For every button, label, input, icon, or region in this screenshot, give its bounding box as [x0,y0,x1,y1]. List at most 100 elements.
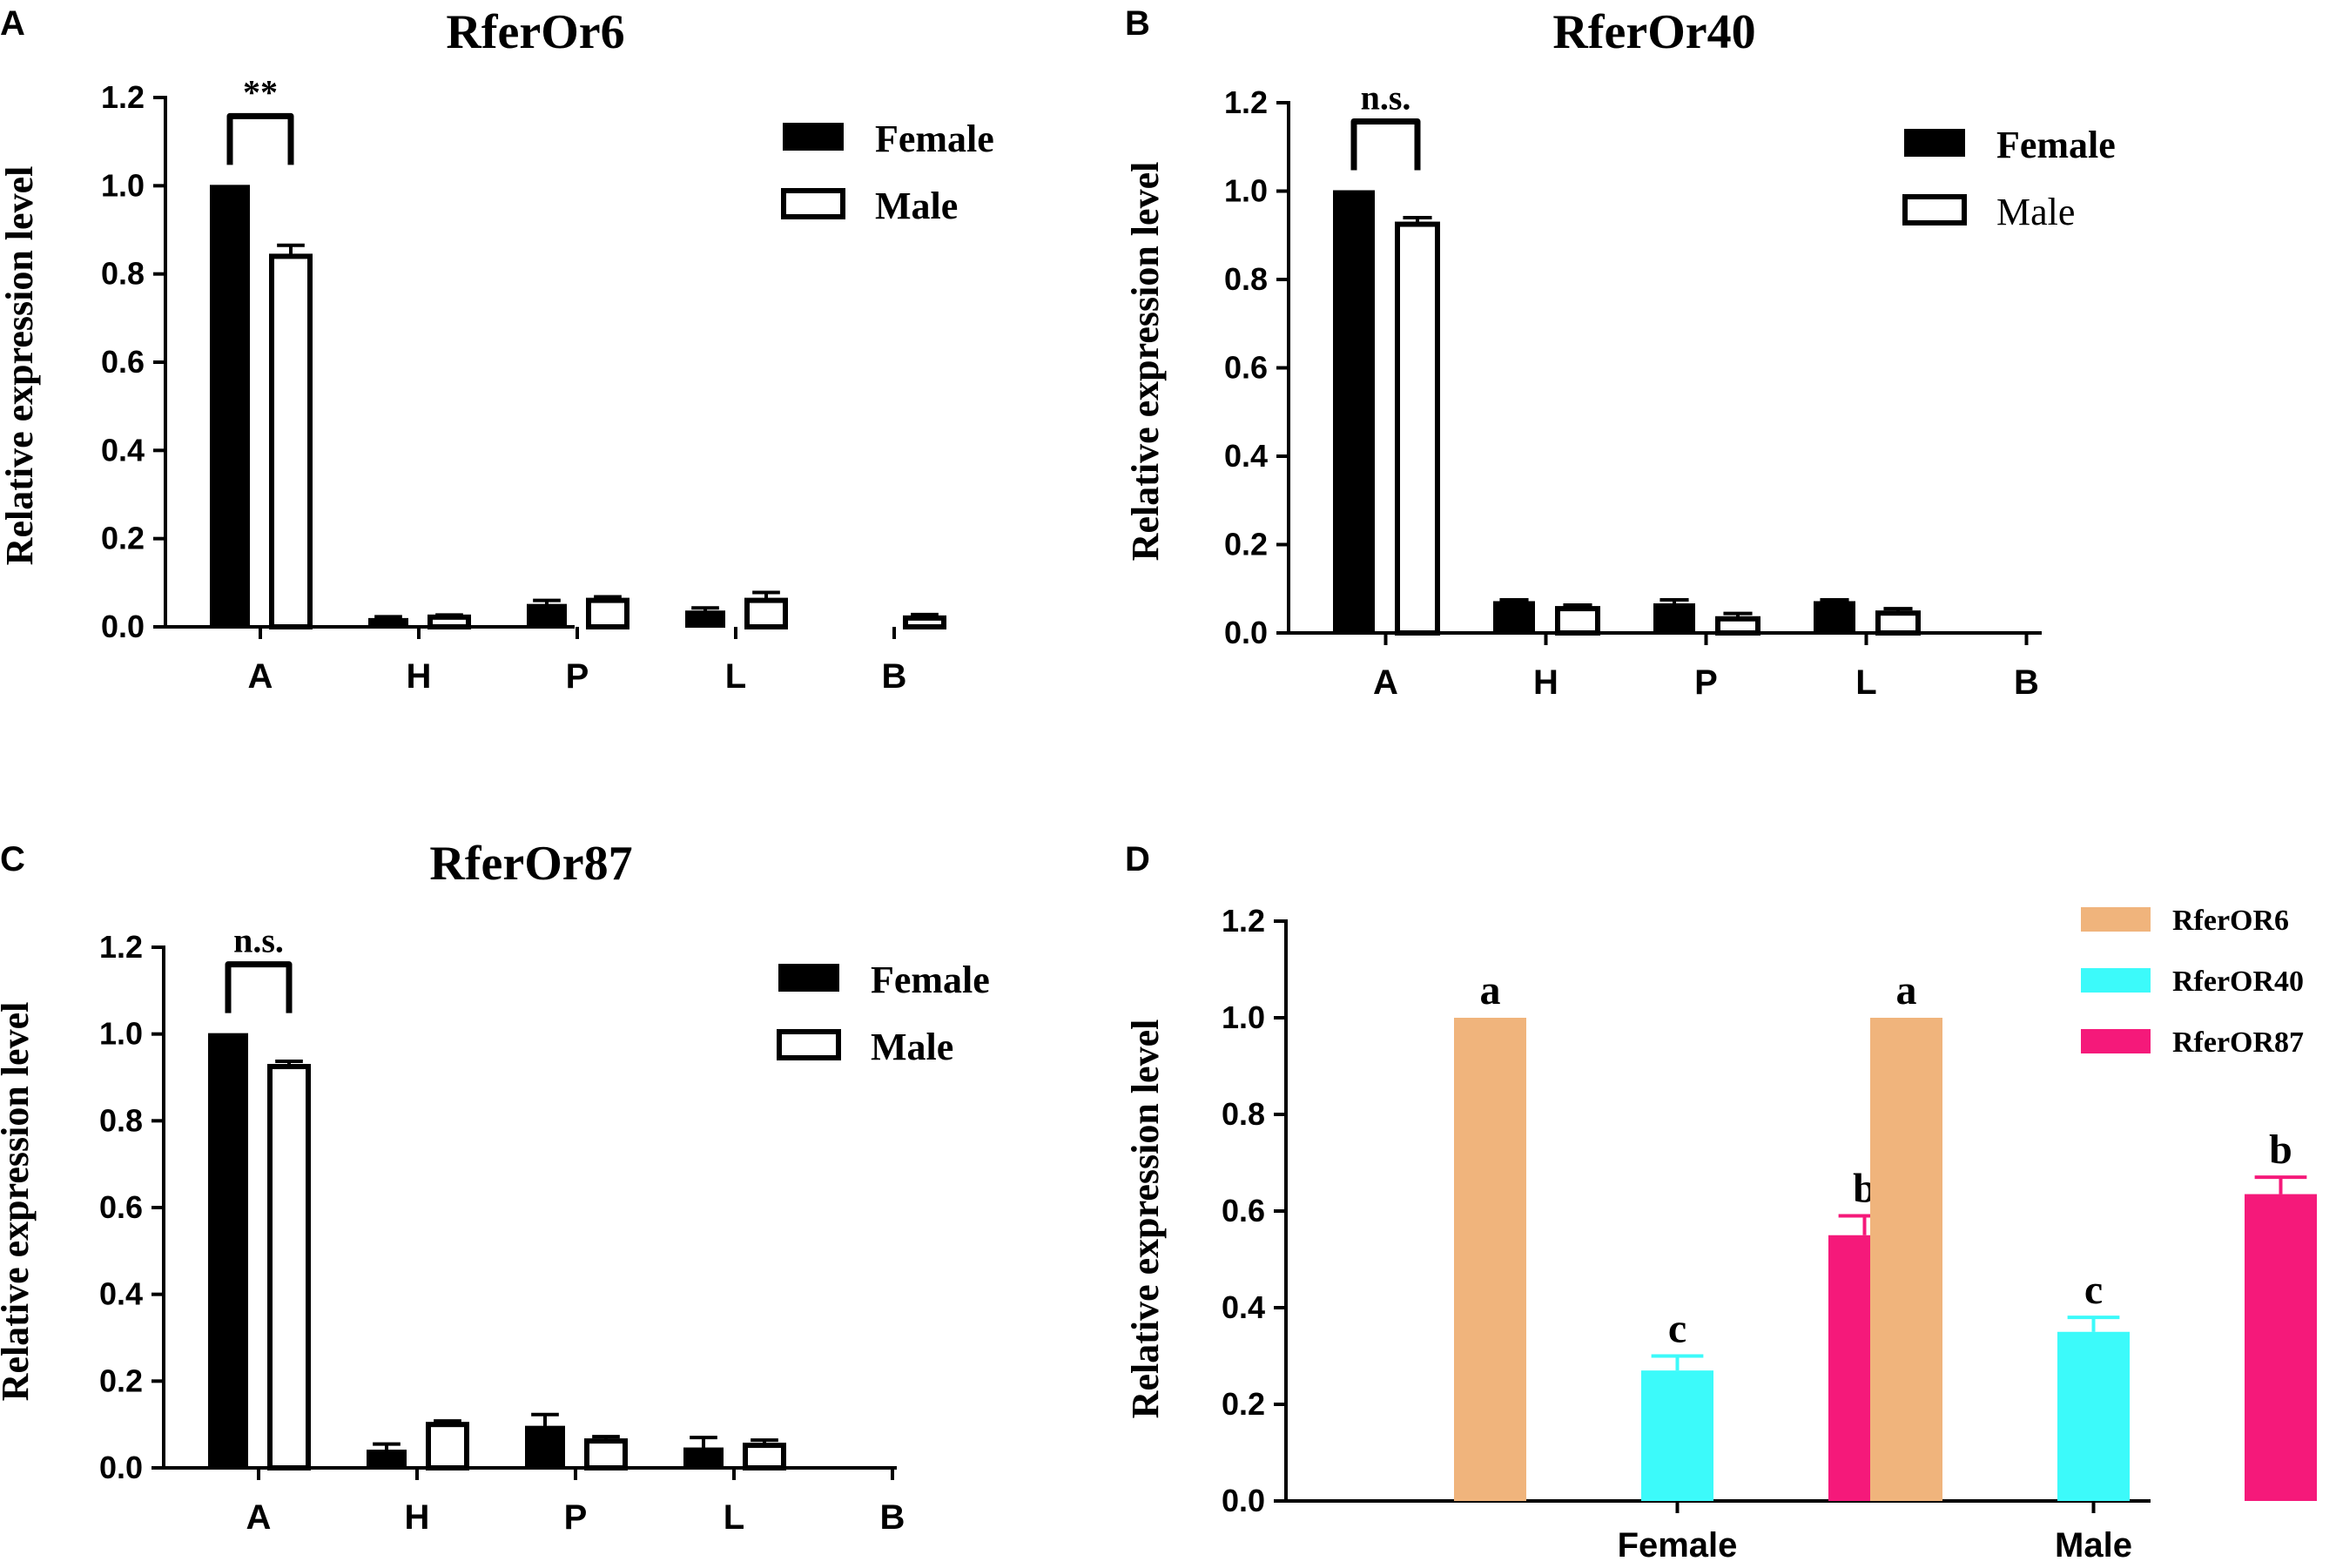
legend-swatch-female [778,964,839,992]
y-tick-label: 0.6 [1222,1193,1265,1228]
legend-label: RferOR6 [2172,905,2289,937]
y-tick-label: 0.8 [101,256,145,292]
bar-male [586,597,629,629]
y-axis-title-d: Relative expression level [1124,1020,1167,1419]
legend-d: RferOR6 RferOR40 RferOR87 [2081,905,2304,1059]
significance-label: n.s. [1361,78,1411,118]
legend-c: Female Male [777,959,990,1068]
bar-male [1555,606,1600,636]
panel-letter-c: C [0,840,25,878]
plot-area-c: 0.0 0.2 0.4 0.6 0.8 1.0 1.2 A H P L Bn.s. [99,921,905,1537]
bar-rferor40 [1641,1370,1713,1501]
bar-male [743,1443,786,1471]
legend-swatch-male [777,1029,841,1060]
legend-swatch-rferor87 [2081,1029,2151,1053]
category-label: P [566,657,589,696]
panel-b: B RferOr40 Relative expression level 0.0… [1124,4,2116,702]
y-tick-label: 1.0 [1224,173,1268,209]
y-tick-label: 0.4 [1222,1289,1265,1325]
significance-label: ** [243,72,278,111]
significance-letter: a [1896,967,1917,1013]
bar-female [208,1033,248,1469]
significance-bracket [225,961,293,1013]
category-label: L [724,1498,744,1537]
bar-male [427,614,471,629]
y-tick-label: 1.2 [1224,84,1268,120]
y-tick-label: 0.0 [99,1450,143,1485]
bar-male [269,253,313,629]
chart-title-a: RferOr6 [446,5,624,59]
bar-rferor6 [1454,1018,1526,1501]
significance-bracket [1350,118,1421,171]
category-label: B [880,1498,905,1537]
y-tick-label: 1.2 [101,79,145,115]
bar-rferor40 [2057,1331,2130,1501]
y-tick-label: 0.0 [1222,1483,1265,1518]
category-label: L [725,657,746,696]
legend-label: RferOR87 [2172,1026,2304,1059]
bar-rferor6 [1870,1018,1942,1501]
bar-female [367,1450,407,1469]
significance-letter: c [2084,1267,2103,1313]
y-tick-label: 1.0 [1222,999,1265,1035]
bar-male [267,1064,311,1470]
panel-d: D Relative expression level 0.0 0.2 0.4 0.6… [1124,840,2317,1565]
category-label: B [2014,663,2039,702]
y-tick-label: 1.0 [99,1016,143,1052]
legend-label: Female [1996,124,2116,166]
y-tick-label: 0.8 [99,1102,143,1138]
y-tick-label: 1.2 [99,929,143,965]
legend-swatch-female [1904,129,1965,157]
y-tick-label: 0.4 [1224,438,1268,474]
legend-swatch-male [1902,194,1967,225]
legend-swatch-rferor40 [2081,968,2151,993]
category-label: A [1373,663,1398,702]
legend-label: Male [1996,191,2075,233]
chart-title-c: RferOr87 [429,837,632,891]
legend-swatch-female [783,123,844,151]
legend-label: Female [875,118,994,160]
bar-male [1395,221,1440,636]
y-tick-label: 0.6 [99,1189,143,1225]
bar-female [1653,603,1695,635]
category-label: L [1855,663,1876,702]
bar-female [683,1447,724,1469]
category-label: A [248,657,273,696]
bar-female [368,617,408,629]
y-axis-title-c: Relative expression level [0,1002,37,1402]
legend-label: Male [871,1026,953,1068]
panel-letter-d: D [1125,840,1150,878]
y-tick-label: 1.0 [101,167,145,203]
y-tick-label: 0.8 [1222,1096,1265,1132]
y-tick-label: 0.2 [1222,1386,1265,1422]
y-tick-label: 0.8 [1224,261,1268,297]
significance-label: n.s. [233,921,284,960]
category-label: P [1694,663,1718,702]
bar-male [1715,616,1760,636]
bar-male [744,597,788,629]
bar-female [1814,601,1855,634]
y-tick-label: 0.6 [101,344,145,380]
plot-area-a: 0.0 0.2 0.4 0.6 0.8 1.0 1.2 A H P L B ** [101,72,946,696]
y-axis-title-a: Relative expression level [0,166,41,566]
bar-male [903,615,946,629]
y-tick-label: 0.0 [101,609,145,644]
y-tick-label: 0.4 [99,1276,143,1312]
bar-female [1333,190,1375,634]
significance-bracket [226,112,294,165]
bar-female [527,603,567,629]
bar-male [584,1438,628,1471]
bar-rferor87 [2245,1194,2317,1501]
y-tick-label: 0.6 [1224,350,1268,386]
category-label: H [407,657,432,696]
legend-label: RferOR40 [2172,966,2304,998]
y-tick-label: 0.2 [1224,527,1268,562]
y-tick-label: 0.2 [101,521,145,556]
legend-swatch-rferor6 [2081,907,2151,932]
bar-female [685,610,725,628]
bar-female [525,1425,565,1469]
category-label: H [1533,663,1558,702]
legend-a: Female Male [781,118,994,227]
significance-letter: c [1668,1306,1686,1352]
